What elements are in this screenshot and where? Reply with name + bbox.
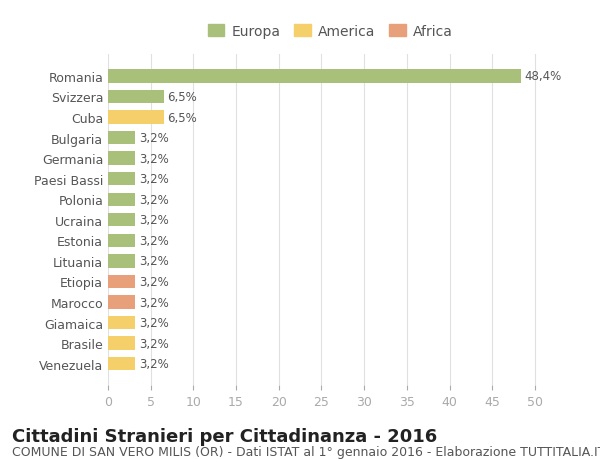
- Bar: [108, 152, 136, 165]
- Bar: [108, 111, 163, 124]
- Text: 6,5%: 6,5%: [167, 91, 197, 104]
- Legend: Europa, America, Africa: Europa, America, Africa: [202, 19, 458, 44]
- Bar: [108, 255, 136, 268]
- Bar: [108, 316, 136, 330]
- Bar: [108, 337, 136, 350]
- Bar: [108, 275, 136, 289]
- Text: 3,2%: 3,2%: [139, 132, 169, 145]
- Text: 3,2%: 3,2%: [139, 296, 169, 309]
- Text: 3,2%: 3,2%: [139, 337, 169, 350]
- Text: 3,2%: 3,2%: [139, 275, 169, 288]
- Text: 3,2%: 3,2%: [139, 152, 169, 165]
- Text: 3,2%: 3,2%: [139, 173, 169, 186]
- Text: 3,2%: 3,2%: [139, 255, 169, 268]
- Text: 3,2%: 3,2%: [139, 214, 169, 227]
- Bar: [108, 357, 136, 370]
- Text: COMUNE DI SAN VERO MILIS (OR) - Dati ISTAT al 1° gennaio 2016 - Elaborazione TUT: COMUNE DI SAN VERO MILIS (OR) - Dati IST…: [12, 445, 600, 458]
- Text: 48,4%: 48,4%: [524, 70, 562, 83]
- Text: 6,5%: 6,5%: [167, 111, 197, 124]
- Text: 3,2%: 3,2%: [139, 235, 169, 247]
- Bar: [108, 213, 136, 227]
- Bar: [108, 173, 136, 186]
- Text: 3,2%: 3,2%: [139, 193, 169, 206]
- Bar: [108, 70, 521, 84]
- Bar: [108, 132, 136, 145]
- Text: 3,2%: 3,2%: [139, 316, 169, 330]
- Text: Cittadini Stranieri per Cittadinanza - 2016: Cittadini Stranieri per Cittadinanza - 2…: [12, 427, 437, 445]
- Bar: [108, 90, 163, 104]
- Bar: [108, 193, 136, 207]
- Text: 3,2%: 3,2%: [139, 358, 169, 370]
- Bar: [108, 296, 136, 309]
- Bar: [108, 234, 136, 247]
